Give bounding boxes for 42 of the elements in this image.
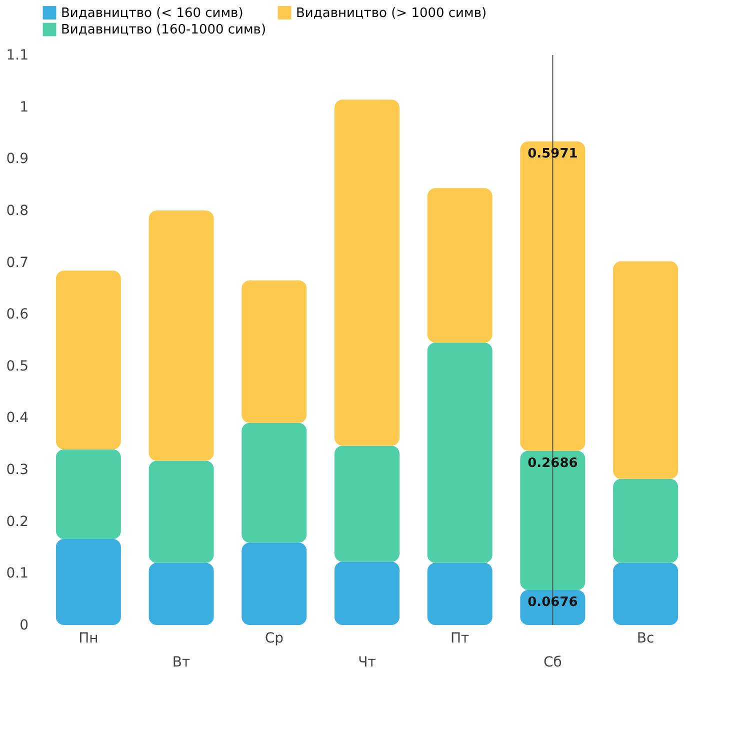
- bar: [520, 450, 586, 590]
- x-tick-label: Вс: [636, 630, 654, 646]
- bar: [520, 141, 586, 451]
- bar: [427, 342, 492, 563]
- bar: [613, 562, 678, 625]
- y-tick-label: 1: [20, 99, 28, 116]
- y-tick-label: 0.3: [6, 462, 28, 478]
- bar: [242, 280, 307, 423]
- x-tick-label: Чт: [358, 654, 376, 670]
- bar: [148, 460, 214, 563]
- bar: [613, 478, 678, 563]
- legend-label: Видавництво (< 160 симв): [61, 6, 244, 21]
- x-tick-label: Пт: [450, 630, 470, 646]
- bar: [427, 188, 492, 343]
- x-tick-label: Вт: [172, 654, 190, 670]
- bar: [242, 422, 307, 543]
- legend-label: Видавництво (> 1000 симв): [296, 6, 487, 21]
- y-tick-label: 0.1: [6, 566, 28, 582]
- y-tick-label: 0.6: [6, 306, 29, 323]
- bar: [56, 449, 121, 539]
- y-tick-label: 0.2: [6, 514, 28, 530]
- y-tick-label: 0.5: [6, 358, 28, 374]
- bar: [56, 270, 121, 450]
- x-tick-label: Ср: [264, 630, 284, 646]
- bar: [427, 562, 492, 625]
- y-tick-label: 0.8: [6, 202, 28, 219]
- y-tick-label: 0: [20, 618, 28, 634]
- legend-label: Видавництво (160-1000 симв): [61, 22, 266, 38]
- y-tick-label: 1.1: [6, 48, 28, 64]
- x-tick-label: Пн: [78, 630, 98, 646]
- bar: [242, 542, 307, 625]
- bar: [613, 261, 678, 479]
- bar: [334, 562, 400, 625]
- bar: [148, 210, 214, 461]
- bar: [56, 538, 121, 625]
- x-tick-label: Сб: [544, 654, 562, 670]
- y-tick-label: 0.9: [6, 151, 28, 168]
- bar: [334, 446, 400, 562]
- y-tick-label: 0.4: [6, 410, 29, 426]
- bar: [148, 562, 214, 625]
- bar: [334, 100, 400, 446]
- y-tick-label: 0.7: [6, 254, 28, 271]
